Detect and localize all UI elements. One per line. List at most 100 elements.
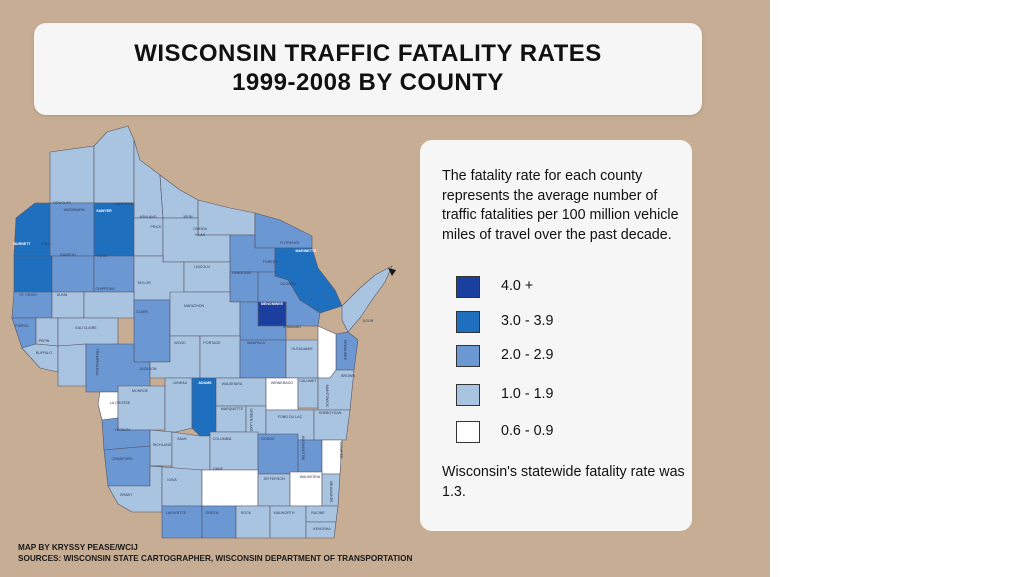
county-dane (201, 469, 259, 507)
county-bayfield (93, 125, 135, 204)
county-label: WINNEBAGO (271, 381, 294, 385)
county-label: PORTAGE (203, 341, 221, 345)
county-trempealeau (57, 343, 87, 387)
county-label: ASHLAND (140, 215, 157, 219)
county-label: GREEN (206, 511, 219, 515)
county-chippewa (83, 291, 135, 319)
county-pierce (11, 317, 37, 349)
county-label: MILWAUKEE (329, 481, 333, 503)
county-label: ONEIDA (193, 227, 207, 231)
county-label: WASHBURN (64, 208, 85, 212)
map-description: The fatality rate for each county repres… (442, 168, 679, 243)
county-polk (13, 255, 53, 293)
statewide-rate-note: Wisconsin's statewide fatality rate was … (442, 464, 685, 500)
county-label: ADAMS (198, 381, 212, 385)
county-marathon (169, 291, 241, 337)
county-label: PIERCE (15, 324, 29, 328)
county-label: MENOMINEE (261, 302, 284, 306)
county-label: COLUMBIA (213, 437, 232, 441)
county-label: OUTAGAMIE (291, 347, 313, 351)
county-brown (317, 325, 337, 379)
county-label: JACKSON (140, 367, 157, 371)
county-label: OCONTO (280, 282, 296, 286)
county-label: JUNEAU (173, 381, 188, 385)
county-label: SAUK (177, 437, 187, 441)
county-label: DODGE (261, 437, 275, 441)
county-label: VERNON (114, 428, 130, 432)
legend-swatch (456, 311, 480, 333)
county-label: TAYLOR (137, 281, 151, 285)
county-label: IOWA (167, 478, 177, 482)
county-label: RACINE (311, 511, 325, 515)
county-label: EAU CLAIRE (75, 326, 97, 330)
county-adams (191, 377, 217, 437)
county-burnett (13, 202, 51, 257)
county-label: BARRON (60, 253, 76, 257)
county-label: RUSK (97, 254, 108, 258)
map-credits: MAP BY KRYSSY PEASE/WCIJ SOURCES: WISCON… (18, 543, 438, 564)
county-buffalo (21, 343, 59, 373)
county-barron (51, 255, 95, 293)
county-label: CRAWFORD (111, 457, 132, 461)
county-door (341, 265, 393, 333)
county-label: MONROE (132, 389, 149, 393)
county-label: IRON (184, 215, 193, 219)
county-label: WALWORTH (274, 511, 295, 515)
county-label: PEPIN (39, 339, 50, 343)
county-label: MARQUETTE (221, 407, 244, 411)
legend-swatch (456, 421, 480, 443)
county-crawford (103, 445, 151, 487)
county-label: KENOSHA (313, 527, 331, 531)
title-line-2: 1999-2008 BY COUNTY (232, 69, 504, 96)
county-langlade (229, 271, 259, 303)
county-waupaca (239, 339, 287, 379)
county-label: VILAS (195, 233, 206, 237)
credit-author: MAP BY KRYSSY PEASE/WCIJ (18, 543, 138, 552)
legend-label: 0.6 - 0.9 (501, 423, 554, 439)
county-label: WASHINGTON (301, 436, 305, 461)
legend-panel: The fatality rate for each county repres… (420, 140, 692, 531)
county-label: PRICE (151, 225, 163, 229)
county-label: KEWAUNEE (343, 340, 347, 361)
county-label: FLORENCE (280, 241, 300, 245)
county-iron (159, 174, 199, 219)
legend-label: 1.0 - 1.9 (501, 386, 554, 402)
county-label: BURNETT (13, 242, 31, 246)
county-label: POLK (41, 242, 51, 246)
county-label: LA CROSSE (110, 401, 131, 405)
county-label: GRANT (120, 493, 133, 497)
legend-swatch (456, 345, 480, 367)
county-label: TREMPEALEAU (95, 349, 99, 376)
county-labels: DOUGLAS BAYFIELD ASHLAND IRON VILAS FLOR… (13, 201, 373, 531)
county-label: MARATHON (184, 304, 205, 308)
county-label: LINCOLN (194, 265, 210, 269)
county-label: DANE (213, 467, 224, 471)
county-sheboygan (313, 409, 351, 441)
county-label: CHIPPEWA (95, 287, 115, 291)
legend-swatch (456, 384, 480, 406)
credit-sources: SOURCES: WISCONSIN STATE CARTOGRAPHER, W… (18, 553, 413, 563)
county-label: DOUGLAS (53, 201, 71, 205)
county-label: MANITOWOC (325, 385, 329, 408)
county-label: ROCK (241, 511, 252, 515)
wisconsin-county-map: DOUGLAS BAYFIELD ASHLAND IRON VILAS FLOR… (11, 125, 396, 539)
county-label: SAWYER (96, 209, 112, 213)
county-label: LANGLADE (232, 271, 252, 275)
county-label: CALUMET (299, 379, 317, 383)
county-label: DOOR (363, 319, 374, 323)
county-label: WAUKESHA (300, 475, 321, 479)
county-label: OZAUKEE (339, 441, 343, 459)
county-richland (149, 429, 173, 467)
county-label: JEFFERSON (263, 477, 285, 481)
county-price (133, 217, 164, 257)
legend-label: 4.0 + (501, 278, 534, 294)
county-label: BUFFALO (36, 351, 53, 355)
county-label: LAFAYETTE (166, 511, 187, 515)
county-kenosha (305, 521, 337, 539)
title-panel: WISCONSIN TRAFFIC FATALITY RATES 1999-20… (34, 23, 702, 115)
legend-label: 2.0 - 2.9 (501, 347, 554, 363)
county-label: ST. CROIX (19, 293, 37, 297)
county-label: MARINETTE (296, 249, 318, 253)
county-eau-claire (57, 317, 119, 347)
legend-label: 3.0 - 3.9 (501, 313, 554, 329)
